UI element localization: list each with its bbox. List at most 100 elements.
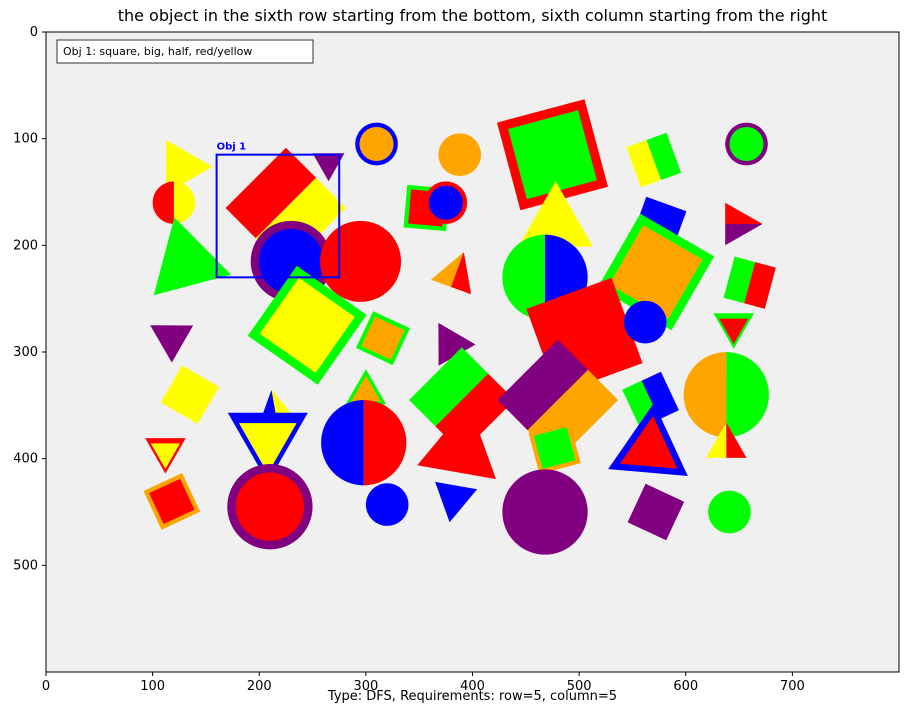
shape-square-8-left [225, 147, 317, 239]
y-tick-label: 100 [13, 132, 38, 147]
shape-square-23 [361, 316, 405, 360]
shape-square [597, 213, 715, 331]
shape-square-47 [627, 483, 685, 541]
shape-square-38 [533, 427, 576, 469]
shape-circle [623, 300, 667, 344]
shape-square [528, 421, 581, 475]
shape-square-22 [259, 277, 355, 373]
y-tick-label: 200 [13, 238, 38, 253]
shape-triangle-6 [312, 153, 345, 182]
shape-circle-1 [359, 126, 394, 162]
shape-triangle-13-right [725, 224, 763, 246]
shape-circle [365, 483, 409, 526]
shape-square-4-left [626, 140, 662, 188]
shape-square-42 [149, 478, 195, 524]
shape-triangle-14 [153, 217, 231, 296]
shape-circle-7-right [173, 181, 196, 224]
shape-triangle [725, 202, 763, 246]
shape-square-28 [160, 365, 220, 424]
shape-square [247, 265, 367, 385]
shape-triangle [145, 438, 186, 474]
y-tick-label: 0 [30, 25, 38, 40]
shape-square-19 [609, 225, 703, 319]
shape-square-31-left [497, 339, 588, 431]
shape-triangle-45 [435, 481, 478, 523]
shape-circle-44 [365, 483, 409, 526]
shape-triangle-17-right [451, 252, 472, 295]
legend-box: Obj 1: square, big, half, red/yellow [56, 39, 314, 64]
y-tick-label: 500 [13, 558, 38, 573]
shape-triangle-17-left [431, 252, 464, 287]
shape-circle [683, 352, 769, 438]
shape-circle [725, 122, 768, 166]
shapes-layer [143, 99, 776, 555]
shape-circle [424, 181, 468, 224]
x-tick-label: 400 [460, 679, 485, 694]
shape-triangle-0 [166, 140, 213, 194]
shape-square [160, 365, 220, 424]
shape-triangle [417, 403, 496, 480]
shape-square-30-left [409, 347, 489, 427]
shape-circle-16 [320, 220, 402, 302]
shape-circle-7-left [152, 181, 174, 224]
x-tick-label: 500 [567, 679, 592, 694]
shape-triangle [431, 252, 472, 295]
shape-square [723, 256, 776, 309]
shape-circle [355, 122, 398, 166]
shape-circle-18-left [502, 234, 546, 320]
shape-triangle-35 [239, 423, 297, 474]
shape-circle-33-left [683, 352, 727, 438]
legend-text: Obj 1: square, big, half, red/yellow [63, 45, 252, 58]
shape-circle-33-right [726, 352, 769, 438]
shape-triangle [438, 322, 476, 366]
shape-triangle [608, 402, 688, 476]
shape-circle [321, 400, 407, 486]
shape-triangle [435, 481, 478, 523]
shape-circle-43 [235, 472, 305, 541]
shape-circle [152, 181, 196, 224]
x-axis-label: Type: DFS, Requirements: row=5, column=5 [327, 689, 618, 704]
shape-triangle [312, 153, 345, 182]
shape-triangle-37 [417, 403, 496, 480]
shape-circle-36-left [321, 400, 364, 486]
shape-square-4-right [646, 132, 682, 180]
x-tick-label: 100 [140, 679, 165, 694]
y-tick-label: 300 [13, 345, 38, 360]
shape-circle [502, 469, 588, 555]
shape-square [626, 132, 682, 188]
x-tick-label: 300 [353, 679, 378, 694]
shape-triangle [153, 217, 231, 296]
shape-triangle [345, 369, 387, 405]
highlight-layer: Obj 1 [215, 142, 341, 279]
highlight-box [215, 153, 341, 279]
highlight-box-label: Obj 1 [217, 142, 247, 153]
shape-triangle-40-right [726, 422, 747, 458]
x-tick-label: 700 [780, 679, 805, 694]
shape-triangle-21 [150, 325, 194, 363]
shape-triangle [227, 412, 308, 483]
shape-triangle-24 [438, 322, 476, 366]
shape-square [627, 483, 685, 541]
shape-circle-26 [623, 300, 667, 344]
x-tick-label: 0 [42, 679, 50, 694]
shape-triangle [150, 325, 194, 363]
shape-triangle [706, 422, 747, 458]
shape-triangle-27 [719, 318, 749, 345]
shape-circle-5 [729, 126, 764, 162]
ticks-layer: 0 100 200 300 400 500 600 700 0 100 200 300 400 500 [13, 25, 805, 694]
y-tick-label: 400 [13, 452, 38, 467]
shape-circle-36-right [363, 400, 407, 486]
shape-circle-2 [438, 133, 482, 176]
shape-square-20-left [723, 256, 756, 304]
shape-square-3 [508, 110, 597, 200]
chart-title: the object in the sixth row starting fro… [117, 6, 828, 25]
shape-triangle-41 [150, 443, 180, 469]
shape-triangle-13-left [725, 202, 763, 224]
shape-circle-48 [708, 490, 751, 534]
shape-circle-10 [428, 185, 463, 220]
shape-triangle-39 [620, 416, 678, 469]
shape-square [497, 99, 608, 211]
shape-square-20-right [744, 262, 776, 309]
shape-triangle-40-left [706, 422, 727, 458]
